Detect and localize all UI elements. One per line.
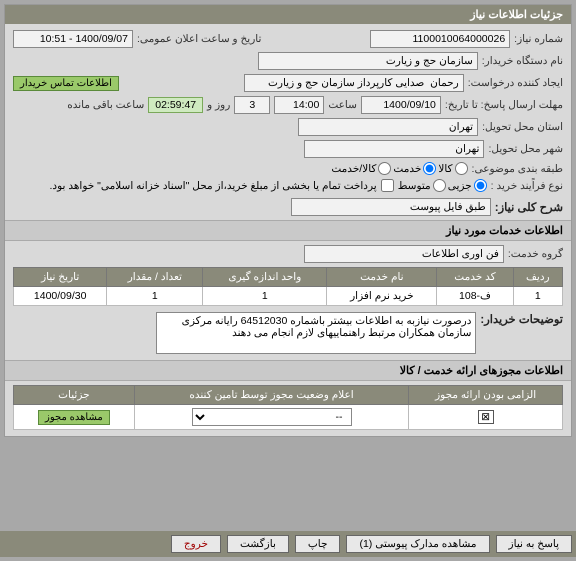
delivery-city-field [304, 140, 484, 158]
requester-field [244, 74, 464, 92]
delivery-prov-label: استان محل تحویل: [482, 121, 563, 133]
license-header: اطلاعات مجوزهای ارائه خدمت / کالا [5, 360, 571, 381]
svc-col-1: کد خدمت [437, 268, 513, 287]
cat-both-radio[interactable] [378, 162, 391, 175]
delivery-city-label: شهر محل تحویل: [488, 143, 563, 155]
need-no-label: شماره نیاز: [514, 33, 563, 45]
buyer-notes-label: توضیحات خریدار: [480, 312, 563, 326]
days-field [234, 96, 270, 114]
back-button[interactable]: بازگشت [227, 535, 289, 553]
svc-col-3: واحد اندازه گیری [203, 268, 327, 287]
mandatory-check-icon: ⊠ [478, 410, 494, 424]
svc-col-5: تاریخ نیاز [14, 268, 107, 287]
summary-field [291, 198, 491, 216]
footer-toolbar: پاسخ به نیاز مشاهده مدارک پیوستی (1) چاپ… [0, 531, 576, 557]
lic-col-0: الزامی بودن ارائه مجوز [409, 386, 563, 405]
table-row[interactable]: 1 ف-108 خرید نرم افزار 1 1 1400/09/30 [14, 287, 563, 306]
svc-cell-1: ف-108 [437, 287, 513, 306]
cat-service-radio[interactable] [423, 162, 436, 175]
deadline-date-field [361, 96, 441, 114]
license-table: الزامی بودن ارائه مجوز اعلام وضعیت مجوز … [13, 385, 563, 430]
pt-medium-label: متوسط [398, 180, 431, 192]
buyer-org-label: نام دستگاه خریدار: [482, 55, 563, 67]
category-radios: کالا خدمت کالا/خدمت [331, 162, 467, 175]
time-label: ساعت [328, 99, 357, 111]
svc-col-0: ردیف [513, 268, 562, 287]
lic-col-1: اعلام وضعیت مجوز توسط تامین کننده [134, 386, 409, 405]
service-group-field [304, 245, 504, 263]
delivery-prov-field [298, 118, 478, 136]
pt-partial-radio[interactable] [474, 179, 487, 192]
svc-cell-3: 1 [203, 287, 327, 306]
purchase-type-radios: جزیی متوسط [398, 179, 487, 192]
cat-both-label: کالا/خدمت [331, 163, 376, 175]
pt-medium-radio[interactable] [433, 179, 446, 192]
pt-partial-label: جزیی [448, 180, 472, 192]
svc-cell-5: 1400/09/30 [14, 287, 107, 306]
buyer-org-field [258, 52, 478, 70]
service-group-label: گروه خدمت: [508, 248, 563, 260]
summary-label: شرح کلی نیاز: [495, 200, 563, 214]
need-no-field [370, 30, 510, 48]
license-status-select[interactable]: -- [192, 408, 352, 426]
reply-button[interactable]: پاسخ به نیاز [496, 535, 572, 553]
svc-cell-4: 1 [107, 287, 203, 306]
purchase-type-label: نوع فراًیند خرید : [491, 180, 563, 192]
svc-col-4: تعداد / مقدار [107, 268, 203, 287]
category-label: طبقه بندی موضوعی: [472, 163, 563, 175]
treasury-note: پرداخت تمام یا بخشی از مبلغ خرید،از محل … [50, 180, 377, 192]
lic-col-2: جزئیات [14, 386, 135, 405]
remaining-label: ساعت باقی مانده [67, 99, 144, 111]
exit-button[interactable]: خروج [171, 535, 221, 553]
deadline-label: مهلت ارسال پاسخ: تا تاریخ: [445, 99, 563, 111]
table-row: ⊠ -- مشاهده مجوز [14, 405, 563, 430]
main-panel: جزئیات اطلاعات نیاز شماره نیاز: تاریخ و … [4, 4, 572, 437]
panel-title: جزئیات اطلاعات نیاز [5, 5, 571, 24]
cat-service-label: خدمت [393, 163, 421, 175]
requester-label: ایجاد کننده درخواست: [468, 77, 563, 89]
buyer-notes-field: درصورت نیازبه به اطلاعات بیشتر باشماره 6… [156, 312, 476, 354]
countdown-timer: 02:59:47 [148, 97, 203, 113]
attachments-button[interactable]: مشاهده مدارک پیوستی (1) [346, 535, 489, 553]
svc-cell-2: خرید نرم افزار [327, 287, 437, 306]
cat-goods-radio[interactable] [455, 162, 468, 175]
services-table: ردیف کد خدمت نام خدمت واحد اندازه گیری ت… [13, 267, 563, 306]
days-label: روز و [207, 99, 230, 111]
svc-col-2: نام خدمت [327, 268, 437, 287]
cat-goods-label: کالا [438, 163, 452, 175]
view-license-button[interactable]: مشاهده مجوز [38, 410, 110, 425]
print-button[interactable]: چاپ [295, 535, 341, 553]
announce-label: تاریخ و ساعت اعلان عمومی: [137, 33, 261, 45]
deadline-time-field [274, 96, 324, 114]
services-header: اطلاعات خدمات مورد نیاز [5, 220, 571, 241]
svc-cell-0: 1 [513, 287, 562, 306]
contact-button[interactable]: اطلاعات تماس خریدار [13, 76, 119, 91]
treasury-checkbox[interactable] [381, 179, 394, 192]
announce-field [13, 30, 133, 48]
